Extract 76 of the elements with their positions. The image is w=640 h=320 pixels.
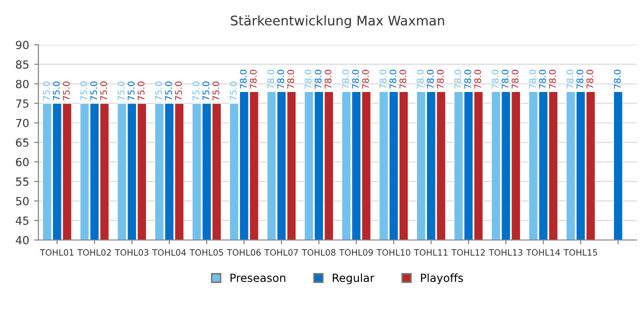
x-tick-label: TOHL15 bbox=[564, 249, 598, 256]
x-tick-label: TOHL09 bbox=[339, 249, 373, 256]
x-tick-label: TOHL01 bbox=[40, 249, 74, 256]
data-label: 78.0 bbox=[454, 70, 462, 89]
y-tick-label: 90 bbox=[16, 40, 29, 50]
x-tick-label: TOHL04 bbox=[152, 249, 186, 256]
data-label: 78.0 bbox=[492, 70, 499, 89]
data-label: 78.0 bbox=[352, 70, 359, 89]
data-label: 78.0 bbox=[464, 70, 472, 89]
data-label: 75.0 bbox=[138, 82, 144, 100]
data-label: 75.0 bbox=[118, 82, 125, 100]
data-label: 78.0 bbox=[389, 70, 396, 89]
data-label: 75.0 bbox=[155, 82, 162, 100]
data-label: 78.0 bbox=[426, 70, 434, 89]
data-label: 75.0 bbox=[192, 82, 200, 100]
data-label: 78.0 bbox=[342, 70, 349, 89]
data-label: 78.0 bbox=[362, 70, 369, 89]
data-label: 75.0 bbox=[202, 82, 210, 100]
legend-label: Playoffs bbox=[421, 273, 463, 284]
y-tick-label: 85 bbox=[16, 60, 28, 69]
y-tick-label: 55 bbox=[16, 178, 28, 186]
data-label: 78.0 bbox=[250, 70, 257, 89]
legend-label: Preseason bbox=[230, 274, 286, 282]
data-label: 78.0 bbox=[399, 70, 406, 89]
data-label: 78.0 bbox=[549, 70, 556, 89]
x-tick-label: TOHL07 bbox=[264, 249, 298, 256]
y-tick-label: 45 bbox=[16, 216, 28, 225]
data-label: 75.0 bbox=[100, 82, 108, 100]
data-label: 75.0 bbox=[165, 82, 172, 100]
data-label: 78.0 bbox=[416, 70, 424, 89]
data-label: 78.0 bbox=[436, 70, 444, 89]
y-tick-label: 50 bbox=[16, 196, 29, 206]
data-label: 75.0 bbox=[80, 82, 88, 100]
legend-label: Regular bbox=[332, 273, 374, 284]
x-tick-label: TOHL02 bbox=[77, 249, 111, 256]
x-tick-label: TOHL06 bbox=[226, 249, 261, 256]
data-label: 75.0 bbox=[42, 82, 50, 100]
data-label: 78.0 bbox=[502, 70, 509, 89]
data-label: 78.0 bbox=[566, 70, 574, 89]
data-label: 78.0 bbox=[267, 70, 274, 89]
data-label: 75.0 bbox=[230, 82, 237, 100]
data-label: 78.0 bbox=[576, 70, 584, 89]
data-label: 78.0 bbox=[529, 70, 536, 89]
x-tick-label: TOHL14 bbox=[526, 249, 560, 256]
x-tick-label: TOHL13 bbox=[488, 249, 522, 256]
data-label: 75.0 bbox=[52, 82, 60, 100]
data-label: 75.0 bbox=[62, 82, 70, 100]
y-tick-label: 40 bbox=[16, 236, 29, 244]
data-label: 78.0 bbox=[380, 70, 386, 89]
data-label: 78.0 bbox=[324, 70, 332, 89]
data-label: 78.0 bbox=[240, 70, 247, 89]
data-label: 78.0 bbox=[277, 70, 284, 89]
x-tick-label: TOHL10 bbox=[376, 249, 410, 256]
data-label: 78.0 bbox=[614, 70, 621, 89]
x-tick-label: TOHL11 bbox=[414, 249, 448, 256]
data-label: 78.0 bbox=[287, 70, 294, 89]
x-tick-label: TOHL03 bbox=[114, 249, 148, 256]
data-label: 78.0 bbox=[304, 70, 312, 89]
data-label: 78.0 bbox=[512, 70, 518, 89]
x-tick-label: TOHL08 bbox=[302, 249, 336, 256]
y-tick-label: 80 bbox=[16, 80, 29, 88]
data-label: 75.0 bbox=[128, 82, 135, 100]
y-tick-label: 65 bbox=[16, 138, 28, 147]
data-label: 78.0 bbox=[539, 70, 546, 89]
chart-title: Stärkeentwicklung Max Waxman bbox=[230, 15, 444, 28]
y-tick-label: 75 bbox=[16, 99, 28, 108]
y-tick-label: 70 bbox=[16, 118, 29, 128]
data-label: 75.0 bbox=[212, 82, 220, 100]
y-tick-label: 60 bbox=[16, 158, 29, 166]
data-label: 75.0 bbox=[90, 82, 98, 100]
x-tick-label: TOHL12 bbox=[451, 249, 485, 256]
data-label: 78.0 bbox=[314, 70, 322, 89]
data-label: 78.0 bbox=[474, 70, 482, 89]
data-label: 75.0 bbox=[175, 82, 182, 100]
x-tick-label: TOHL05 bbox=[190, 249, 224, 256]
data-label: 78.0 bbox=[586, 70, 594, 89]
